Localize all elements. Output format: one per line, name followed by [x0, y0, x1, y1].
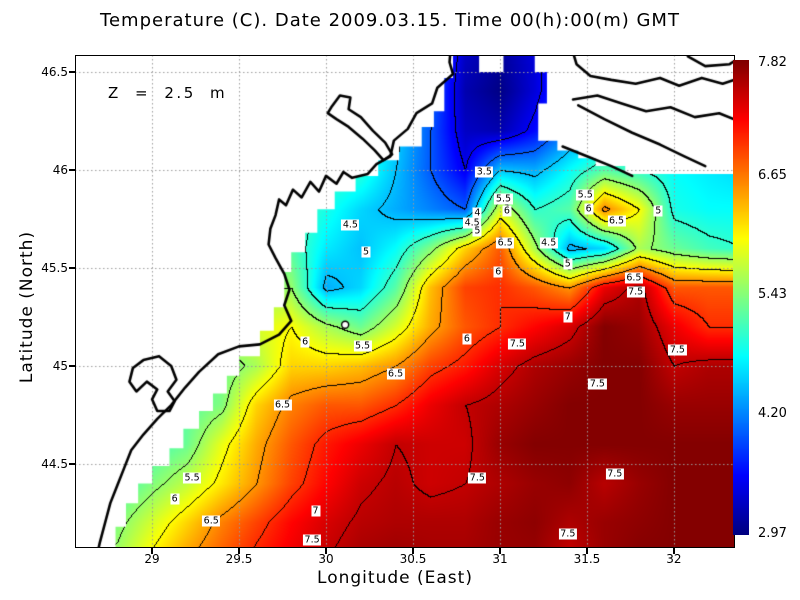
- y-tick-mark: [69, 267, 75, 269]
- contour-label: 6.5: [624, 272, 643, 284]
- contour-label: 5: [653, 205, 663, 217]
- contour-label: 4.5: [463, 217, 482, 229]
- x-tick-label: 29: [144, 552, 160, 566]
- contour-label: 6: [170, 493, 180, 505]
- x-tick-label: 30.5: [399, 552, 427, 566]
- contour-label: 4.5: [341, 219, 360, 231]
- colorbar-tick-label: 4.20: [758, 406, 787, 422]
- contour-label: 5: [563, 258, 573, 270]
- contour-label: 7.5: [508, 338, 527, 350]
- y-tick-label: 44.5: [41, 456, 68, 471]
- x-tick-mark: [238, 548, 240, 554]
- chart-title: Temperature (C). Date 2009.03.15. Time 0…: [100, 10, 680, 31]
- contour-label: 7.5: [626, 286, 645, 297]
- y-tick-mark: [69, 463, 75, 465]
- contour-label: 7.5: [468, 472, 487, 484]
- x-tick-mark: [673, 548, 675, 554]
- contour-label: 7.5: [668, 344, 687, 356]
- x-tick-label: 29.5: [225, 552, 253, 566]
- contour-label: 6.5: [496, 237, 515, 249]
- contour-label: 7: [563, 311, 573, 323]
- contour-label: 7.5: [605, 468, 624, 480]
- y-tick-label: 45.5: [41, 260, 68, 275]
- colorbar-tick-label: 5.43: [758, 286, 787, 302]
- contour-label: 5: [361, 246, 371, 258]
- contour-label: 3.5: [475, 166, 494, 178]
- contour-label: 7.5: [558, 528, 577, 540]
- x-tick-mark: [586, 548, 588, 554]
- x-tick-mark: [412, 548, 414, 554]
- x-tick-label: 31.5: [573, 552, 601, 566]
- temperature-map-canvas: [75, 55, 735, 548]
- x-tick-label: 30: [318, 552, 334, 566]
- x-tick-mark: [325, 548, 327, 554]
- x-tick-label: 31: [492, 552, 508, 566]
- contour-label: 6: [493, 266, 503, 278]
- y-tick-mark: [69, 71, 75, 73]
- y-axis-label: Latitude (North): [17, 230, 37, 384]
- contour-label: 6: [462, 333, 472, 345]
- contour-label: 7.5: [303, 534, 322, 546]
- contour-label: 6: [300, 336, 310, 348]
- contour-label: 6.5: [386, 368, 405, 380]
- contour-label: 6.5: [273, 399, 292, 411]
- y-tick-mark: [69, 365, 75, 367]
- x-tick-label: 32: [666, 552, 682, 566]
- contour-label: 5.5: [494, 193, 513, 205]
- colorbar-tick-label: 7.82: [758, 54, 787, 70]
- contour-label: 5: [472, 225, 482, 237]
- x-tick-mark: [499, 548, 501, 554]
- contour-label: 4.5: [539, 237, 558, 249]
- x-tick-mark: [151, 548, 153, 554]
- y-tick-mark: [69, 169, 75, 171]
- y-tick-label: 46.5: [41, 65, 68, 80]
- contour-label: 5.5: [576, 189, 595, 201]
- contour-label: 4: [472, 207, 482, 219]
- x-axis-label: Longitude (East): [317, 568, 473, 588]
- colorbar: [733, 60, 749, 535]
- contour-label: 6: [584, 203, 594, 215]
- contour-label: 6.5: [202, 515, 221, 527]
- contour-label: 6: [502, 205, 512, 217]
- contour-label: 6.5: [607, 215, 626, 227]
- contour-label: 7: [311, 505, 321, 517]
- contour-label: 5.5: [353, 340, 372, 352]
- contour-label: 5.5: [183, 472, 202, 484]
- contour-label: 7.5: [588, 378, 607, 390]
- colorbar-tick-label: 6.65: [758, 168, 787, 184]
- y-tick-label: 46: [52, 163, 68, 178]
- colorbar-tick-label: 2.97: [758, 525, 787, 541]
- y-tick-label: 45: [52, 358, 68, 373]
